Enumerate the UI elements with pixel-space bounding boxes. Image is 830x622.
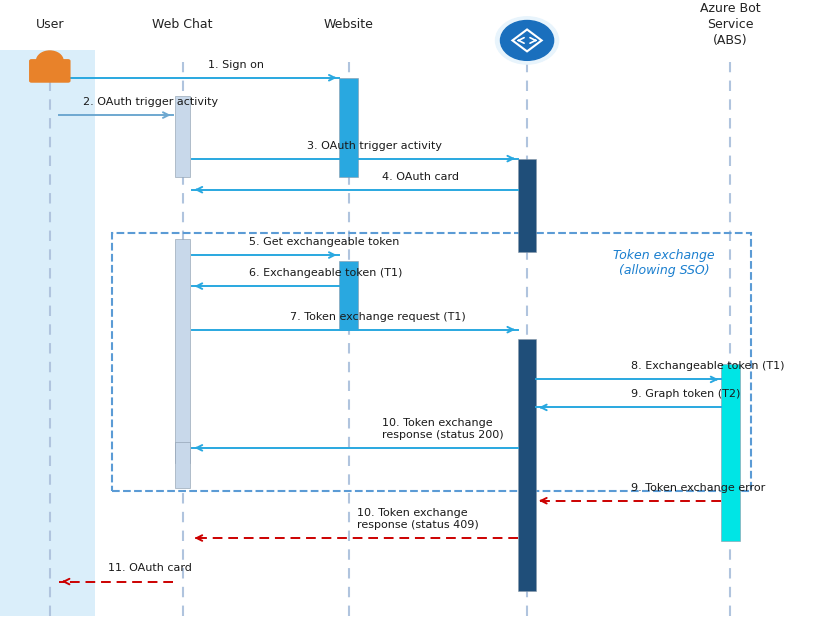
Bar — [112, 233, 751, 491]
Text: User: User — [36, 19, 64, 31]
Text: 10. Token exchange
response (status 200): 10. Token exchange response (status 200) — [382, 418, 504, 440]
Bar — [518, 339, 536, 591]
Text: 4. OAuth card: 4. OAuth card — [382, 172, 459, 182]
Bar — [175, 442, 190, 488]
Text: 5. Get exchangeable token: 5. Get exchangeable token — [249, 237, 399, 247]
Bar — [0, 50, 95, 616]
Bar — [339, 261, 358, 330]
Text: 11. OAuth card: 11. OAuth card — [108, 564, 192, 573]
Text: 9. Graph token (T2): 9. Graph token (T2) — [631, 389, 740, 399]
Text: 8. Exchangeable token (T1): 8. Exchangeable token (T1) — [631, 361, 784, 371]
Text: 6. Exchangeable token (T1): 6. Exchangeable token (T1) — [249, 268, 403, 278]
Circle shape — [496, 17, 559, 64]
Circle shape — [37, 51, 63, 71]
Bar — [518, 159, 536, 252]
Text: 2. OAuth trigger activity: 2. OAuth trigger activity — [83, 97, 218, 107]
Text: 7. Token exchange request (T1): 7. Token exchange request (T1) — [290, 312, 466, 322]
Text: Azure Bot
Service
(ABS): Azure Bot Service (ABS) — [700, 2, 761, 47]
Text: Website: Website — [324, 19, 374, 31]
Text: 3. OAuth trigger activity: 3. OAuth trigger activity — [307, 141, 442, 151]
Text: Token exchange
(allowing SSO): Token exchange (allowing SSO) — [613, 249, 715, 277]
Bar — [339, 78, 358, 177]
Text: 1. Sign on: 1. Sign on — [208, 60, 263, 70]
Text: 9. Token exchange error: 9. Token exchange error — [631, 483, 765, 493]
Bar — [175, 239, 190, 463]
Circle shape — [500, 21, 554, 60]
Text: Bot: Bot — [516, 19, 538, 31]
Bar — [721, 364, 740, 541]
Bar — [175, 96, 190, 177]
Text: 10. Token exchange
response (status 409): 10. Token exchange response (status 409) — [357, 508, 479, 530]
Text: Web Chat: Web Chat — [153, 19, 212, 31]
FancyBboxPatch shape — [29, 59, 71, 83]
